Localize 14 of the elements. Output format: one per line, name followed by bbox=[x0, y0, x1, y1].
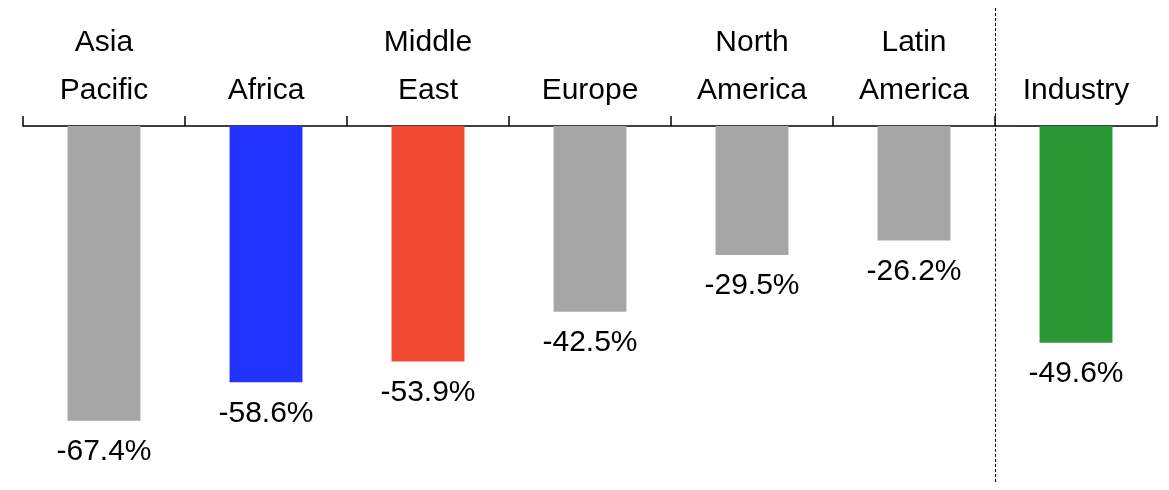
x-tick-label: Middle East bbox=[383, 23, 473, 105]
data-label: -29.5% bbox=[704, 267, 800, 301]
data-label: -26.2% bbox=[866, 253, 962, 287]
x-tick-label: Latin America bbox=[858, 23, 970, 105]
data-label: -49.6% bbox=[1028, 355, 1124, 389]
data-label: -67.4% bbox=[56, 433, 152, 467]
data-label: -53.9% bbox=[380, 374, 476, 408]
data-label: -42.5% bbox=[542, 324, 638, 358]
x-tick-label: Europe bbox=[541, 71, 639, 105]
x-tick-label: Africa bbox=[227, 71, 305, 105]
data-label: -58.6% bbox=[218, 394, 314, 428]
x-tick-label: Asia Pacific bbox=[59, 23, 149, 105]
x-tick-label: North America bbox=[696, 23, 808, 105]
x-tick-label: Industry bbox=[1022, 71, 1130, 105]
